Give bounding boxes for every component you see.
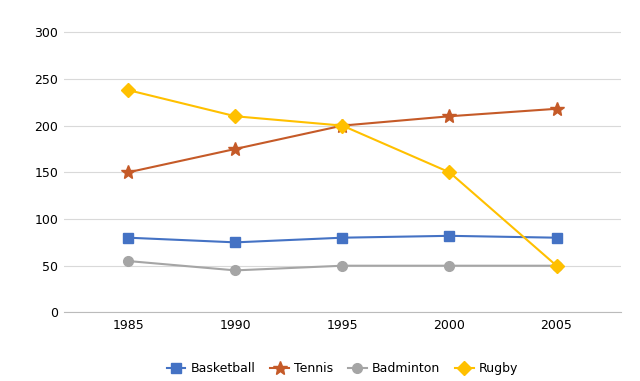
Tennis <box>445 114 453 118</box>
Basketball <box>445 234 453 238</box>
Line: Tennis: Tennis <box>122 102 563 179</box>
Line: Basketball: Basketball <box>124 231 561 247</box>
Line: Rugby: Rugby <box>124 85 561 271</box>
Basketball <box>232 240 239 245</box>
Rugby <box>124 88 132 93</box>
Badminton <box>445 263 453 268</box>
Rugby <box>232 114 239 118</box>
Tennis <box>232 147 239 151</box>
Badminton <box>339 263 346 268</box>
Tennis <box>339 123 346 128</box>
Tennis <box>553 107 561 111</box>
Tennis <box>124 170 132 174</box>
Badminton <box>232 268 239 273</box>
Rugby <box>445 170 453 174</box>
Rugby <box>339 123 346 128</box>
Legend: Basketball, Tennis, Badminton, Rugby: Basketball, Tennis, Badminton, Rugby <box>166 362 518 375</box>
Basketball <box>553 235 561 240</box>
Badminton <box>553 263 561 268</box>
Line: Badminton: Badminton <box>124 256 561 275</box>
Badminton <box>124 259 132 263</box>
Basketball <box>124 235 132 240</box>
Rugby <box>553 263 561 268</box>
Basketball <box>339 235 346 240</box>
